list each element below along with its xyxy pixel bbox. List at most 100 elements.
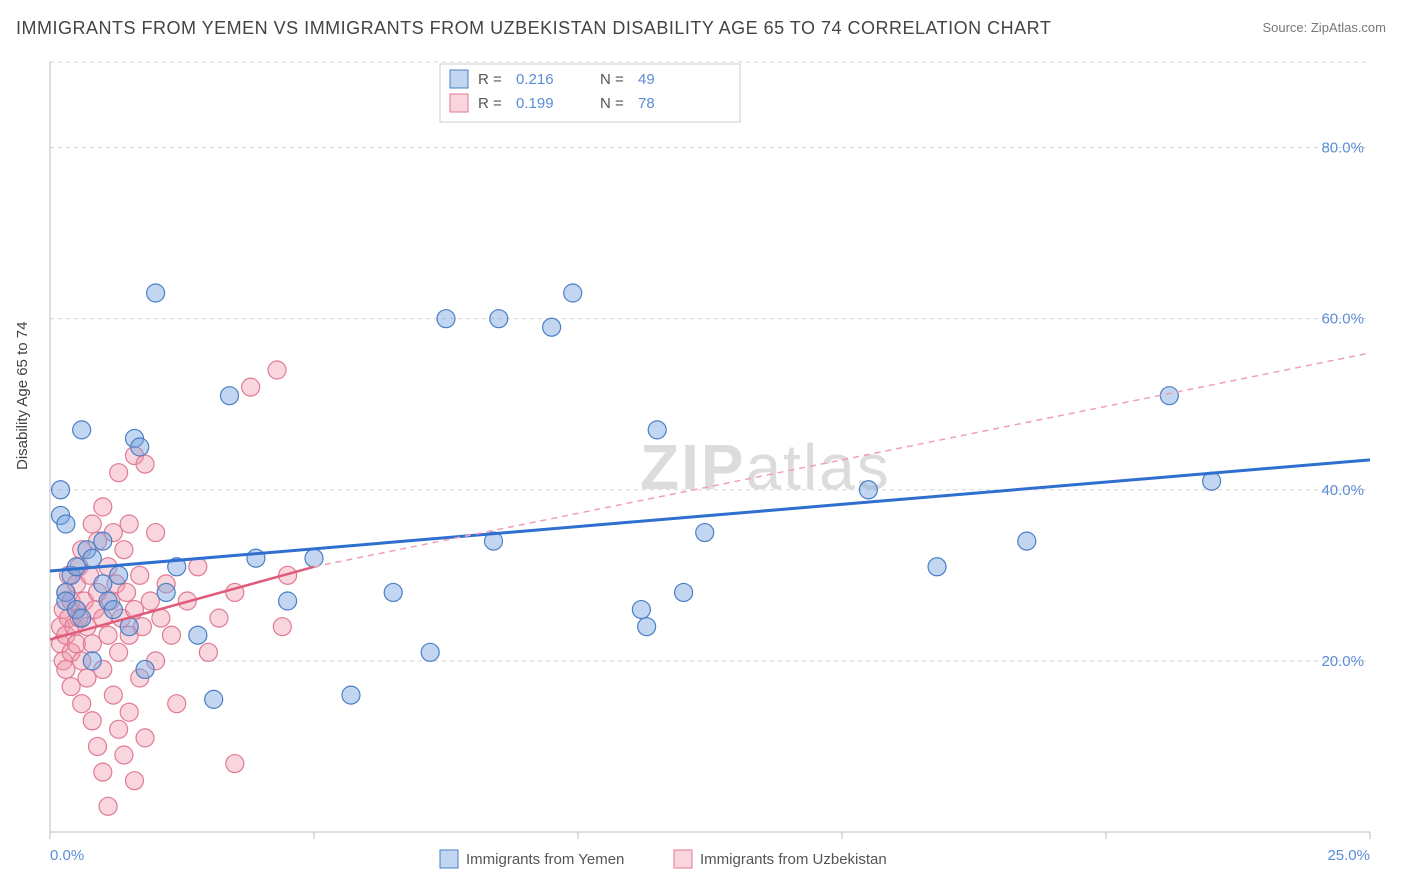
legend-n-value: 78 <box>638 95 655 112</box>
data-point <box>305 549 323 567</box>
data-point <box>210 609 228 627</box>
data-point <box>648 421 666 439</box>
data-point <box>57 515 75 533</box>
data-point <box>543 318 561 336</box>
data-point <box>99 797 117 815</box>
data-point <box>162 626 180 644</box>
x-tick-label: 0.0% <box>50 847 84 864</box>
data-point <box>136 455 154 473</box>
data-point <box>638 618 656 636</box>
data-point <box>342 686 360 704</box>
legend-swatch <box>440 850 458 868</box>
data-point <box>94 763 112 781</box>
data-point <box>147 524 165 542</box>
data-point <box>89 737 107 755</box>
data-point <box>157 583 175 601</box>
data-point <box>62 678 80 696</box>
series-yemen-points <box>52 284 1221 708</box>
data-point <box>83 635 101 653</box>
y-tick-label: 60.0% <box>1321 311 1364 328</box>
data-point <box>118 583 136 601</box>
data-point <box>221 387 239 405</box>
data-point <box>242 378 260 396</box>
data-point <box>67 558 85 576</box>
data-point <box>273 618 291 636</box>
data-point <box>104 686 122 704</box>
data-point <box>632 601 650 619</box>
data-point <box>928 558 946 576</box>
source-line: Source: ZipAtlas.com <box>1262 20 1386 35</box>
data-point <box>696 524 714 542</box>
legend-n-value: 49 <box>638 71 655 88</box>
data-point <box>99 626 117 644</box>
data-point <box>94 532 112 550</box>
data-point <box>120 703 138 721</box>
legend-r-label: R = <box>478 71 502 88</box>
data-point <box>199 643 217 661</box>
data-point <box>78 669 96 687</box>
data-point <box>115 746 133 764</box>
legend-series-label: Immigrants from Yemen <box>466 851 624 868</box>
data-point <box>110 643 128 661</box>
data-point <box>120 515 138 533</box>
data-point <box>189 626 207 644</box>
y-tick-label: 20.0% <box>1321 653 1364 670</box>
data-point <box>279 592 297 610</box>
data-point <box>136 660 154 678</box>
data-point <box>52 481 70 499</box>
data-point <box>73 695 91 713</box>
series-legend: Immigrants from Yemen Immigrants from Uzb… <box>440 850 887 868</box>
data-point <box>141 592 159 610</box>
data-point <box>168 695 186 713</box>
legend-swatch <box>450 70 468 88</box>
data-point <box>437 310 455 328</box>
legend-swatch <box>674 850 692 868</box>
legend-r-value: 0.216 <box>516 71 554 88</box>
data-point <box>131 566 149 584</box>
y-tick-label: 40.0% <box>1321 482 1364 499</box>
data-point <box>1160 387 1178 405</box>
data-point <box>83 652 101 670</box>
legend-swatch <box>450 94 468 112</box>
y-tick-label: 80.0% <box>1321 140 1364 157</box>
data-point <box>57 660 75 678</box>
data-point <box>94 498 112 516</box>
data-point <box>490 310 508 328</box>
data-point <box>73 609 91 627</box>
data-point <box>136 729 154 747</box>
data-point <box>110 720 128 738</box>
data-point <box>421 643 439 661</box>
data-point <box>110 464 128 482</box>
legend-series-label: Immigrants from Uzbekistan <box>700 851 887 868</box>
data-point <box>268 361 286 379</box>
data-point <box>125 772 143 790</box>
data-point <box>131 438 149 456</box>
data-point <box>115 541 133 559</box>
trend-line-yemen <box>50 460 1370 571</box>
correlation-legend: R = 0.216 N = 49 R = 0.199 N = 78 <box>440 64 740 122</box>
source-label: Source: <box>1262 20 1310 35</box>
data-point <box>94 575 112 593</box>
legend-r-label: R = <box>478 95 502 112</box>
data-point <box>205 690 223 708</box>
legend-n-label: N = <box>600 95 624 112</box>
data-point <box>147 284 165 302</box>
data-point <box>104 601 122 619</box>
data-point <box>384 583 402 601</box>
data-point <box>1018 532 1036 550</box>
data-point <box>83 549 101 567</box>
data-point <box>73 421 91 439</box>
chart-title: IMMIGRANTS FROM YEMEN VS IMMIGRANTS FROM… <box>16 18 1051 39</box>
legend-n-label: N = <box>600 71 624 88</box>
data-point <box>859 481 877 499</box>
data-point <box>564 284 582 302</box>
data-point <box>110 566 128 584</box>
x-tick-label: 25.0% <box>1327 847 1370 864</box>
data-point <box>675 583 693 601</box>
data-point <box>83 712 101 730</box>
source-name: ZipAtlas.com <box>1311 20 1386 35</box>
data-point <box>226 755 244 773</box>
legend-r-value: 0.199 <box>516 95 554 112</box>
data-point <box>83 515 101 533</box>
correlation-chart: 0.0% 25.0% 20.0% 40.0% 60.0% 80.0% R = 0.216 N =… <box>0 50 1406 892</box>
